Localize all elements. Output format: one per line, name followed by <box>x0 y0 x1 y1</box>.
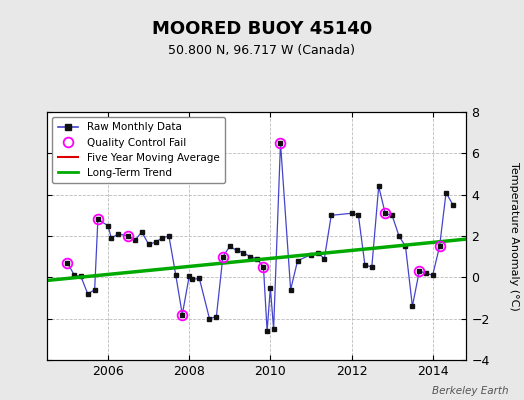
Text: Berkeley Earth: Berkeley Earth <box>432 386 508 396</box>
Text: MOORED BUOY 45140: MOORED BUOY 45140 <box>152 20 372 38</box>
Text: 50.800 N, 96.717 W (Canada): 50.800 N, 96.717 W (Canada) <box>169 44 355 57</box>
Y-axis label: Temperature Anomaly (°C): Temperature Anomaly (°C) <box>509 162 519 310</box>
Legend: Raw Monthly Data, Quality Control Fail, Five Year Moving Average, Long-Term Tren: Raw Monthly Data, Quality Control Fail, … <box>52 117 225 183</box>
